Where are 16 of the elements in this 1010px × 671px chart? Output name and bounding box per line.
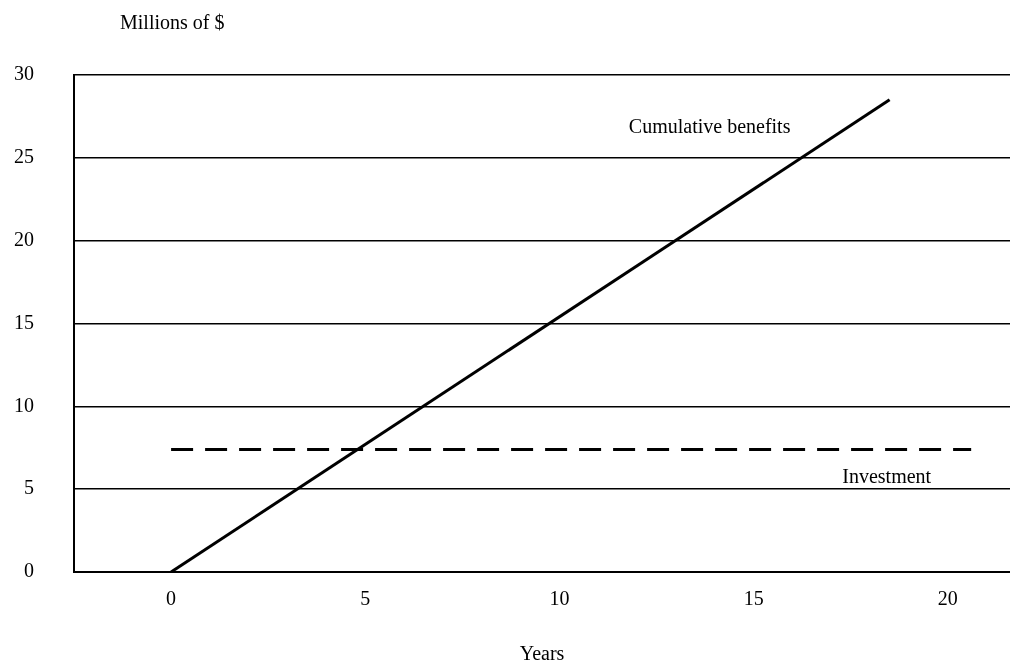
x-axis-title: Years xyxy=(519,642,565,665)
y-tick-label: 10 xyxy=(14,393,34,416)
y-tick-label: 0 xyxy=(24,559,34,582)
y-tick-label: 30 xyxy=(14,62,34,85)
x-tick-label: 20 xyxy=(937,587,958,610)
x-tick-label: 5 xyxy=(360,587,371,610)
y-tick-label: 20 xyxy=(14,227,34,250)
x-tick-label: 10 xyxy=(549,587,570,610)
series-label: Cumulative benefits xyxy=(628,115,791,138)
y-tick-label: 5 xyxy=(24,476,34,499)
y-tick-label: 25 xyxy=(14,145,34,168)
y-tick-label: 15 xyxy=(14,310,34,333)
x-tick-label: 15 xyxy=(743,587,764,610)
y-axis-title: Millions of $ xyxy=(120,11,225,34)
series-label: Investment xyxy=(842,464,932,487)
x-tick-label: 0 xyxy=(166,587,177,610)
